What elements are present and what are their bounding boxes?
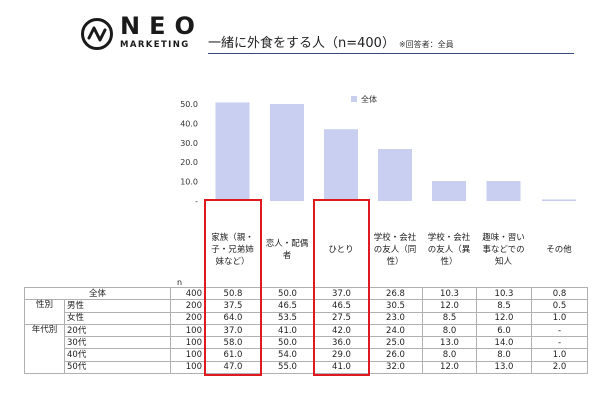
table-cell: 23.0 — [368, 311, 423, 325]
table-cell: 12.0 — [422, 360, 477, 375]
table-cell: 0.5 — [531, 299, 588, 313]
row-n: 100 — [170, 360, 206, 375]
table-row: 全体 400 50.8 50.0 37.0 26.8 10.3 10.3 0.8 — [24, 286, 588, 301]
table-cell: 8.5 — [422, 311, 477, 325]
table-cell: 6.0 — [476, 323, 532, 338]
group-label — [24, 312, 65, 325]
row-n: 400 — [170, 286, 206, 301]
row-label: 男性 — [64, 299, 171, 313]
table-cell: 0.8 — [531, 286, 588, 301]
y-tick-label: 30.0 — [180, 139, 198, 148]
y-tick-label: 40.0 — [180, 119, 198, 128]
row-label: 全体 — [24, 286, 171, 301]
group-label — [24, 348, 65, 362]
table-cell: 26.0 — [368, 348, 423, 362]
row-n: 100 — [170, 323, 206, 338]
y-tick-label: 20.0 — [180, 158, 198, 167]
table-cell: - — [531, 336, 588, 350]
bar-5 — [432, 181, 466, 201]
title-text: 一緒に外食をする人（n=400） — [208, 36, 395, 51]
row-label: 女性 — [64, 311, 171, 325]
y-tick-label: 50.0 — [180, 100, 198, 109]
category-label: その他 — [546, 245, 572, 255]
neo-logo-icon — [81, 18, 113, 50]
category-label: 学校・会社 の友人（異 性） — [427, 233, 471, 267]
legend-label-all: 全体 — [361, 94, 377, 104]
row-label: 50代 — [64, 360, 171, 375]
table-cell: 8.5 — [476, 299, 532, 313]
table-row: 女性 200 64.0 53.5 27.5 23.0 8.5 12.0 1.0 — [24, 311, 588, 325]
bar-2 — [270, 104, 304, 201]
table-cell: 26.8 — [368, 286, 423, 301]
bar-7 — [542, 199, 576, 201]
group-label: 性別 — [24, 299, 65, 313]
title-underline — [208, 53, 574, 54]
table-cell: 30.5 — [368, 299, 423, 313]
table-cell: 13.0 — [422, 336, 477, 350]
table-row: 40代 100 61.0 54.0 29.0 26.0 8.0 8.0 1.0 — [24, 348, 588, 362]
respondent-note: ※回答者：全員 — [398, 40, 454, 49]
group-label — [24, 336, 65, 349]
logo-text: NEO — [120, 12, 204, 40]
row-n: 100 — [170, 348, 206, 362]
n-column-header: n — [177, 278, 183, 287]
y-tick-label: - — [195, 197, 198, 206]
row-label: 20代 — [64, 323, 171, 338]
category-label: ひとり — [328, 245, 354, 255]
table-cell: 10.3 — [422, 286, 477, 301]
bar-4 — [378, 149, 412, 201]
table-cell: 2.0 — [531, 360, 588, 375]
highlight-box-alone — [313, 199, 370, 377]
category-label: 家族（親・ 子・兄弟姉 妹など） — [211, 233, 254, 267]
table-cell: 1.0 — [531, 311, 588, 325]
bar-6 — [486, 181, 521, 201]
table-cell: 50.0 — [260, 336, 315, 350]
row-n: 100 — [170, 336, 206, 350]
table-cell: - — [531, 323, 588, 338]
legend-swatch — [351, 96, 357, 102]
crosstab-table: 全体 400 50.8 50.0 37.0 26.8 10.3 10.3 0.8 性別 男性 200 3… — [24, 286, 588, 375]
row-label: 30代 — [64, 336, 171, 350]
row-n: 200 — [170, 311, 206, 325]
table-row: 50代 100 47.0 55.0 41.0 32.0 12.0 13.0 2.0 — [24, 360, 588, 375]
highlight-box-family — [204, 199, 262, 377]
row-label: 40代 — [64, 348, 171, 362]
table-cell: 25.0 — [368, 336, 423, 350]
table-cell: 10.3 — [476, 286, 532, 301]
bar-1 — [215, 102, 250, 201]
row-n: 200 — [170, 299, 206, 313]
table-cell: 14.0 — [476, 336, 532, 350]
table-row: 30代 100 58.0 50.0 36.0 25.0 13.0 14.0- — [24, 336, 588, 350]
group-label: 年代別 — [24, 323, 65, 337]
table-row: 性別 男性 200 37.5 46.5 46.5 30.5 12.0 8.5 0.5 — [24, 299, 588, 313]
page-title: 一緒に外食をする人（n=400） ※回答者：全員 — [208, 32, 454, 51]
table-cell: 13.0 — [476, 360, 532, 375]
table-cell: 32.0 — [368, 360, 423, 375]
table-cell: 12.0 — [476, 311, 532, 325]
table-cell: 41.0 — [314, 360, 369, 375]
table-cell: 8.0 — [422, 348, 477, 362]
table-cell: 1.0 — [531, 348, 588, 362]
table-cell: 53.5 — [260, 311, 315, 325]
table-cell: 24.0 — [368, 323, 423, 338]
y-tick-label: 10.0 — [180, 178, 198, 187]
bar-3 — [324, 129, 358, 201]
table-cell: 50.0 — [260, 286, 315, 301]
group-label — [24, 361, 65, 375]
table-cell: 46.5 — [260, 299, 315, 313]
category-label: 恋人・配偶 者 — [265, 239, 309, 261]
table-row: 年代別 20代 100 37.0 41.0 42.0 24.0 8.0 6.0- — [24, 323, 588, 338]
table-cell: 55.0 — [260, 360, 315, 375]
table-cell: 12.0 — [422, 299, 477, 313]
logo-subtext: MARKETING — [120, 40, 190, 50]
category-label: 学校・会社 の友人（同 性） — [373, 233, 417, 267]
table-cell: 8.0 — [476, 348, 532, 362]
table-cell: 54.0 — [260, 348, 315, 362]
category-label: 趣味・習い 事などでの 知人 — [482, 233, 525, 267]
table-cell: 41.0 — [260, 323, 315, 338]
table-cell: 8.0 — [422, 323, 477, 338]
